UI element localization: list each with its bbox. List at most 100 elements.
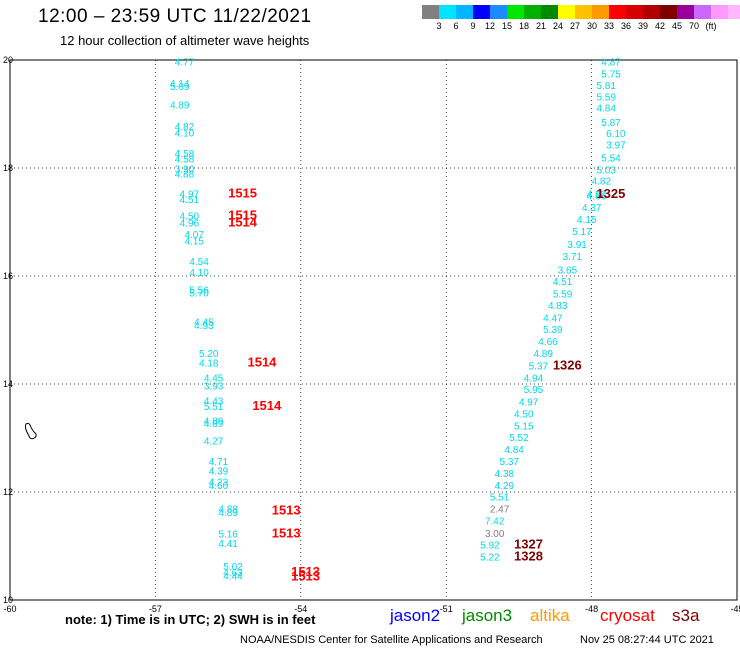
color-swatch [711,5,728,19]
wave-height-value: 3.91 [567,240,587,251]
wave-height-value: 5.75 [601,69,621,80]
x-tick-label: -45 [730,604,740,614]
wave-height-value: 6.10 [606,129,626,140]
wave-height-value: 4.97 [519,398,539,409]
wave-height-value: 4.07 [184,230,204,241]
wave-height-value: 4.27 [204,436,224,447]
pass-time-label: 1514 [252,398,282,413]
wave-height-value: 4.50 [180,211,200,222]
color-scale-labels: 3 6 9 12 15 18 21 24 27 30 33 36 39 42 45 70 (ft) [422,21,740,35]
wave-height-value: 4.58 [175,155,195,166]
wave-height-value: 4.23 [209,478,229,489]
color-swatch [626,5,643,19]
pass-time-label: 1515 [228,186,257,201]
x-tick-label: -54 [294,604,307,614]
wave-height-value: 4.60 [209,481,229,492]
color-scale-label: 33 [603,21,615,31]
wave-height-value: 4.29 [495,481,515,492]
color-swatch [643,5,660,19]
color-swatch [456,5,473,19]
color-swatch [660,5,677,19]
wave-height-value: 4.77 [175,57,195,68]
wave-height-value: 4.88 [218,505,238,516]
pass-time-label: 1514 [228,214,258,229]
wave-height-value: 5.09 [170,82,190,93]
wave-height-value: 4.97 [180,190,200,201]
color-swatch [575,5,592,19]
wave-height-value: 4.88 [175,170,195,181]
x-tick-label: -60 [3,604,16,614]
wave-height-value: 4.44 [223,571,243,582]
wave-height-value: 3.97 [606,141,626,152]
color-scale-label: 39 [637,21,649,31]
pass-time-label: 1513 [291,569,320,584]
wave-height-value: 4.10 [175,129,195,140]
wave-height-value: 5.02 [223,562,243,573]
wave-height-value: 5.70 [189,289,209,300]
pass-time-label: 1325 [596,186,625,201]
wave-height-value: 5.95 [524,385,544,396]
wave-height-value: 3.71 [563,252,583,263]
wave-height-value: 4.39 [209,467,229,478]
wave-height-value: 5.37 [529,361,549,372]
color-scale-label: (ft) [705,21,717,31]
pass-time-label: 1326 [553,357,582,372]
wave-height-value: 5.17 [572,227,592,238]
island-outline [25,422,37,440]
wave-height-value: 4.87 [601,57,621,68]
generated-timestamp: Nov 25 08:27:44 UTC 2021 [580,634,714,646]
wave-height-value: 4.89 [170,101,190,112]
wave-height-value: 5.51 [204,402,224,413]
legend-s3a: s3a [672,606,700,625]
color-scale-label: 70 [688,21,700,31]
wave-height-value: 4.96 [180,218,200,229]
y-tick-label: 18 [3,163,13,173]
map-frame [9,59,738,601]
page-subtitle: 12 hour collection of altimeter wave hei… [60,33,310,48]
color-swatch [490,5,507,19]
wave-height-value: 4.94 [524,373,544,384]
wave-height-value: 5.56 [189,285,209,296]
wave-height-value: 4.47 [543,313,563,324]
wave-height-value: 5.15 [514,421,534,432]
wave-height-value: 5.54 [601,154,621,165]
color-swatch [592,5,609,19]
wave-height-value: 4.83 [548,301,568,312]
wave-height-value: 4.15 [577,215,597,226]
wave-height-value: 5.20 [199,349,219,360]
color-swatch [507,5,524,19]
y-tick-label: 12 [3,487,13,497]
wave-height-value: 3.93 [204,381,224,392]
color-swatch [422,5,439,19]
wave-height-value: 5.37 [500,457,520,468]
pass-time-label: 1513 [291,564,320,579]
wave-height-value: 3.65 [558,265,578,276]
wave-height-value: 4.45 [204,373,224,384]
wave-height-value: 4.89 [204,419,224,430]
color-scale-label: 30 [586,21,598,31]
color-scale-label: 21 [535,21,547,31]
wave-height-value: 5.51 [490,493,510,504]
color-scale-label: 12 [484,21,496,31]
x-tick-label: -57 [149,604,162,614]
wave-height-value: 4.41 [218,539,238,550]
pass-time-label: 1327 [514,537,543,552]
color-scale-label: 3 [436,21,442,31]
color-scale-label: 6 [453,21,459,31]
color-swatch [524,5,541,19]
pass-time-label: 1513 [272,503,301,518]
pass-time-label: 1514 [247,355,277,370]
y-tick-label: 20 [3,55,13,65]
color-scale-label: 27 [569,21,581,31]
color-swatch [609,5,626,19]
credit-line: NOAA/NESDIS Center for Satellite Applica… [240,634,543,646]
wave-height-value: 4.50 [514,409,534,420]
wave-height-value: 4.18 [199,359,219,370]
footer-note: note: 1) Time is in UTC; 2) SWH is in fe… [65,612,316,627]
color-swatch [473,5,490,19]
color-scale-label: 15 [501,21,513,31]
color-scale-label: 18 [518,21,530,31]
color-swatch [541,5,558,19]
wave-height-value: 4.84 [596,103,616,114]
